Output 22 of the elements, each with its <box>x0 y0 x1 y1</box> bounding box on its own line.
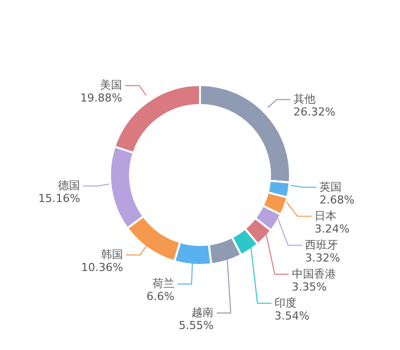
data-label: 5.55% <box>178 318 214 332</box>
slice-label: 越南 <box>192 306 214 319</box>
slice-label: 日本 <box>314 209 337 222</box>
slice-label: 中国香港 <box>292 267 336 280</box>
data-label: 26.32% <box>294 106 336 119</box>
data-label: 6.6% <box>146 290 175 303</box>
slice-label: 德国 <box>58 179 80 192</box>
slice-label: 其他 <box>294 92 316 106</box>
data-label: 15.16% <box>38 192 80 206</box>
slice-label: 荷兰 <box>152 276 175 290</box>
slice-label: 韩国 <box>101 248 124 261</box>
slice-label: 美国 <box>100 78 122 92</box>
data-label: 3.35% <box>292 280 327 294</box>
data-label: 10.36% <box>81 260 124 274</box>
slice-label: 印度 <box>274 296 296 310</box>
slice-label: 西班牙 <box>305 238 338 252</box>
data-label: 3.32% <box>305 251 340 264</box>
data-label: 2.68% <box>320 193 355 206</box>
slice-label: 英国 <box>320 180 342 194</box>
data-label: 3.54% <box>274 309 310 322</box>
data-label: 3.24% <box>314 222 350 236</box>
data-label: 19.88% <box>80 92 122 105</box>
